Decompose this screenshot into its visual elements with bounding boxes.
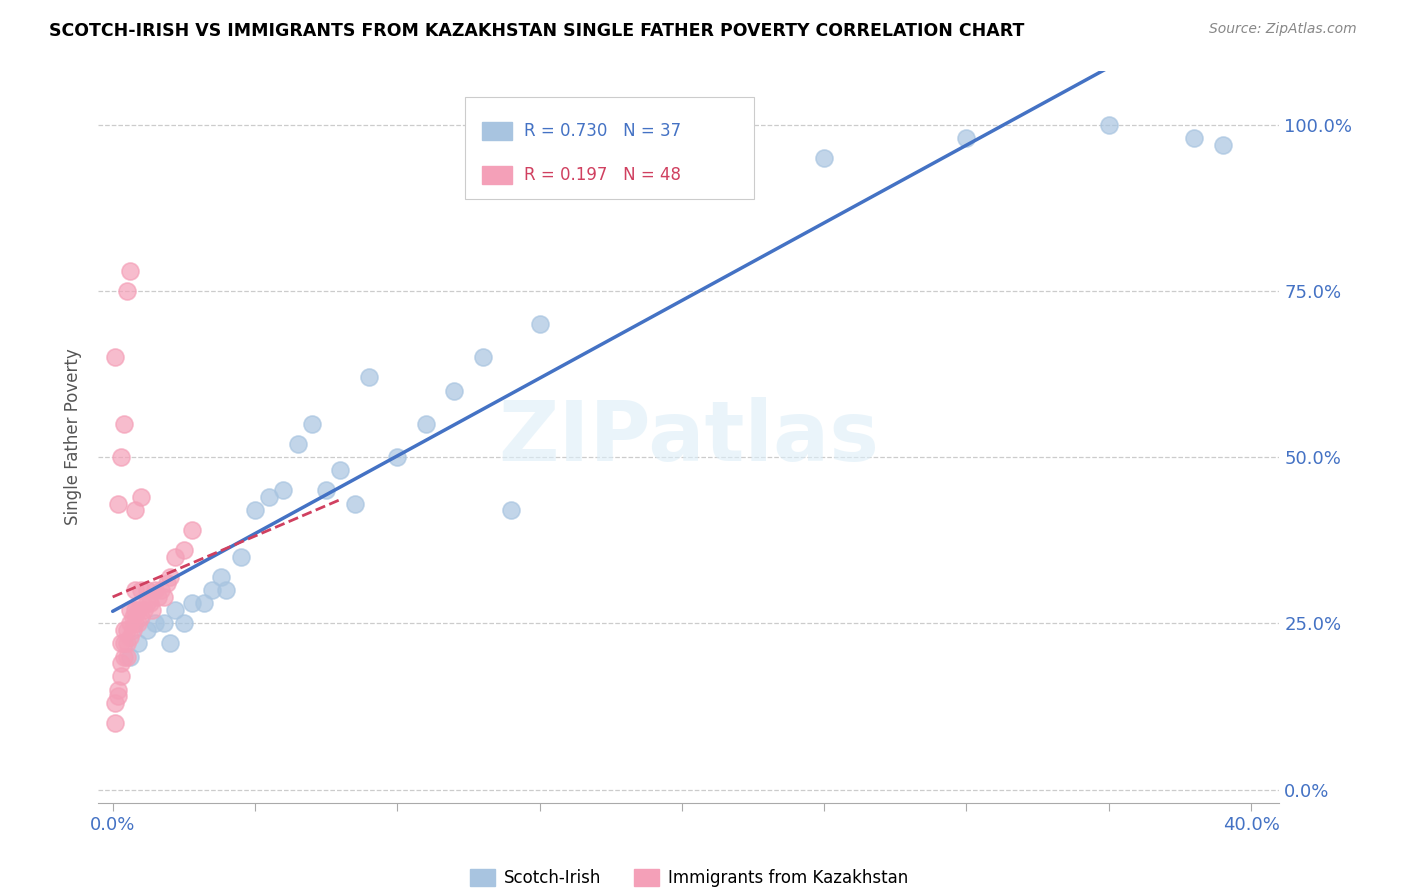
- Point: [115, 636, 138, 650]
- Point: [127, 616, 149, 631]
- Point: [148, 590, 170, 604]
- Point: [529, 317, 551, 331]
- Point: [107, 497, 129, 511]
- Point: [671, 151, 693, 165]
- Point: [193, 596, 215, 610]
- Point: [138, 596, 160, 610]
- Point: [613, 151, 636, 165]
- Point: [112, 417, 135, 431]
- Point: [181, 596, 204, 610]
- Point: [127, 636, 149, 650]
- Point: [129, 596, 152, 610]
- Point: [229, 549, 252, 564]
- Point: [129, 582, 152, 597]
- Point: [124, 603, 146, 617]
- Point: [443, 384, 465, 398]
- Point: [159, 636, 181, 650]
- FancyBboxPatch shape: [464, 97, 754, 200]
- Point: [727, 144, 749, 158]
- Point: [118, 264, 141, 278]
- Point: [115, 649, 138, 664]
- Bar: [482, 166, 512, 184]
- Point: [135, 582, 157, 597]
- Bar: [482, 122, 512, 140]
- Text: ZIPatlas: ZIPatlas: [499, 397, 879, 477]
- Point: [132, 603, 155, 617]
- Point: [201, 582, 224, 597]
- Point: [112, 636, 135, 650]
- Point: [499, 503, 522, 517]
- Point: [287, 436, 309, 450]
- Point: [135, 623, 157, 637]
- Point: [165, 549, 187, 564]
- Point: [121, 609, 143, 624]
- Point: [107, 690, 129, 704]
- Point: [415, 417, 437, 431]
- Point: [257, 490, 280, 504]
- Point: [471, 351, 494, 365]
- Point: [159, 570, 181, 584]
- Point: [115, 623, 138, 637]
- Point: [118, 616, 141, 631]
- Y-axis label: Single Father Poverty: Single Father Poverty: [65, 349, 83, 525]
- Point: [110, 450, 132, 464]
- Point: [357, 370, 380, 384]
- Point: [181, 523, 204, 537]
- Text: R = 0.730   N = 37: R = 0.730 N = 37: [523, 122, 681, 140]
- Point: [124, 503, 146, 517]
- Point: [104, 696, 127, 710]
- Point: [343, 497, 366, 511]
- Point: [955, 131, 977, 145]
- Point: [1098, 118, 1121, 132]
- Point: [243, 503, 266, 517]
- Point: [129, 609, 152, 624]
- Point: [110, 656, 132, 670]
- Point: [110, 669, 132, 683]
- Text: R = 0.197   N = 48: R = 0.197 N = 48: [523, 166, 681, 184]
- Point: [173, 616, 195, 631]
- Point: [215, 582, 238, 597]
- Point: [153, 616, 176, 631]
- Point: [127, 603, 149, 617]
- Point: [1182, 131, 1205, 145]
- Text: SCOTCH-IRISH VS IMMIGRANTS FROM KAZAKHSTAN SINGLE FATHER POVERTY CORRELATION CHA: SCOTCH-IRISH VS IMMIGRANTS FROM KAZAKHST…: [49, 22, 1025, 40]
- Point: [112, 649, 135, 664]
- Legend: Scotch-Irish, Immigrants from Kazakhstan: Scotch-Irish, Immigrants from Kazakhstan: [464, 863, 914, 892]
- Point: [173, 543, 195, 558]
- Point: [143, 582, 166, 597]
- Point: [387, 450, 409, 464]
- Point: [124, 582, 146, 597]
- Point: [141, 603, 163, 617]
- Point: [118, 603, 141, 617]
- Point: [115, 284, 138, 298]
- Text: Source: ZipAtlas.com: Source: ZipAtlas.com: [1209, 22, 1357, 37]
- Point: [150, 582, 173, 597]
- Point: [107, 682, 129, 697]
- Point: [110, 636, 132, 650]
- Point: [129, 490, 152, 504]
- Point: [209, 570, 232, 584]
- Point: [301, 417, 323, 431]
- Point: [143, 616, 166, 631]
- Point: [112, 623, 135, 637]
- Point: [156, 576, 179, 591]
- Point: [273, 483, 295, 498]
- Point: [135, 596, 157, 610]
- Point: [118, 649, 141, 664]
- Point: [813, 151, 835, 165]
- Point: [104, 716, 127, 731]
- Point: [315, 483, 337, 498]
- Point: [118, 630, 141, 644]
- Point: [121, 623, 143, 637]
- Point: [1212, 137, 1234, 152]
- Point: [165, 603, 187, 617]
- Point: [329, 463, 352, 477]
- Point: [153, 590, 176, 604]
- Point: [104, 351, 127, 365]
- Point: [124, 616, 146, 631]
